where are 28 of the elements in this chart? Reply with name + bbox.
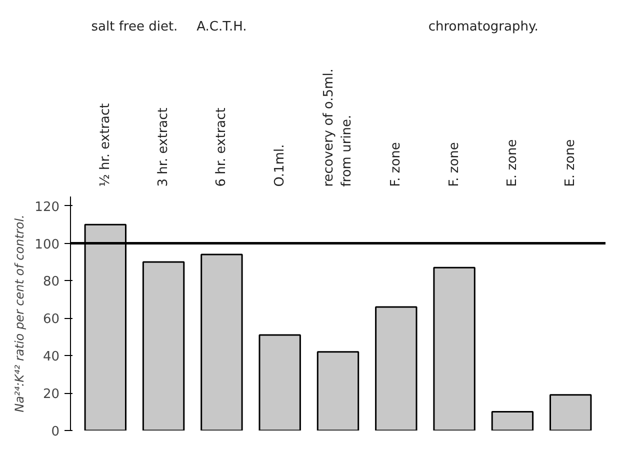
text: salt free diet. xyxy=(91,19,178,34)
x-tick-label: 6 hr. extract xyxy=(214,108,230,187)
y-axis-title: Na²⁴:K⁴² ratio per cent of control. xyxy=(12,214,27,412)
bar xyxy=(491,411,534,430)
text: chromatography. xyxy=(428,19,538,34)
x-tick-label: E. zone xyxy=(504,139,520,187)
text: A.C.T.H. xyxy=(196,19,247,34)
bar xyxy=(258,334,301,430)
bar xyxy=(316,351,360,430)
bar xyxy=(142,261,185,430)
y-tick-label: 40 xyxy=(42,350,60,365)
y-tick-label: 120 xyxy=(34,200,60,215)
y-tick-label: 20 xyxy=(42,387,60,402)
bar xyxy=(550,394,592,430)
bar xyxy=(200,254,243,430)
x-tick-label: F. zone xyxy=(388,142,404,187)
y-tick-label: 0 xyxy=(51,424,60,440)
y-tick-label: 60 xyxy=(42,312,60,328)
bar xyxy=(375,306,418,430)
y-tick-label: 100 xyxy=(34,237,60,252)
x-tick-label: 3 hr. extract xyxy=(156,108,172,187)
x-tick-label: E. zone xyxy=(563,139,578,187)
x-tick-label: F. zone xyxy=(446,142,462,187)
x-tick-label: recovery of o.5ml. from urine. xyxy=(322,68,354,187)
y-tick-label: 80 xyxy=(42,274,60,290)
x-tick-label: ½ hr. extract xyxy=(98,103,113,187)
bar xyxy=(433,266,476,430)
x-tick-label: O.1ml. xyxy=(272,144,288,187)
